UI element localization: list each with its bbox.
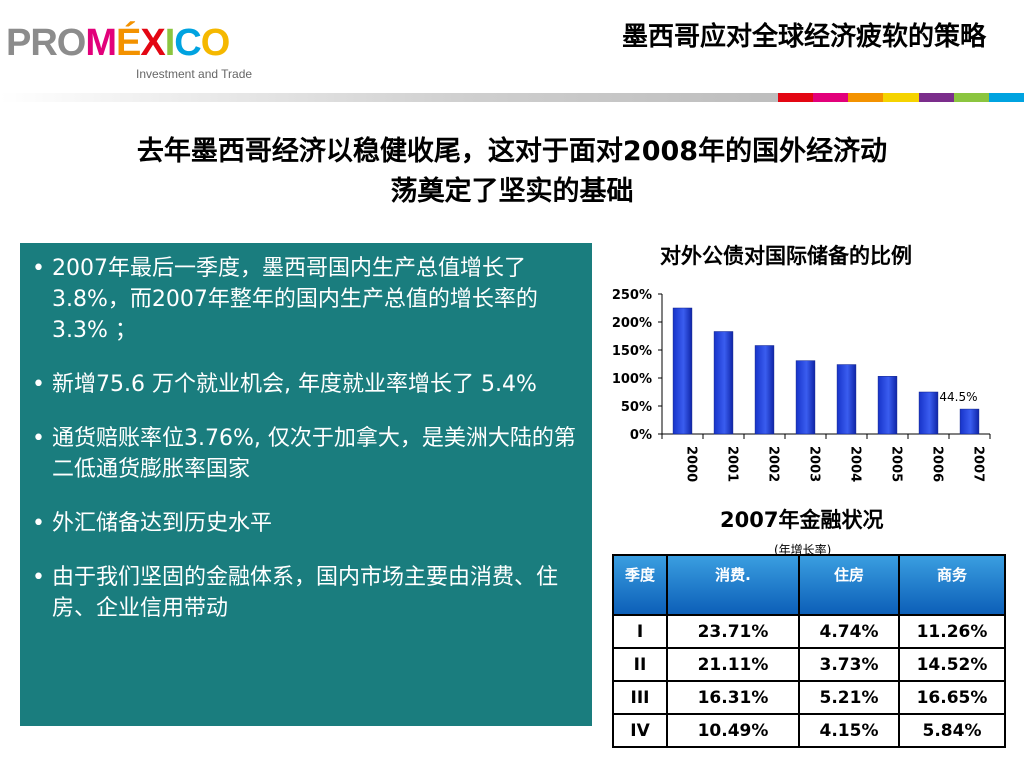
- chart-x-tick-label: 2007: [971, 446, 986, 482]
- table-cell: I: [612, 614, 668, 649]
- table-header-cell: 季度: [612, 554, 668, 616]
- table-cell: 11.26%: [898, 614, 1006, 649]
- table-cell: 10.49%: [666, 713, 800, 748]
- main-heading-line-2: 荡奠定了坚实的基础: [390, 176, 634, 207]
- chart-y-tick-label: 200%: [612, 316, 652, 331]
- key-point-item: • 外汇储备达到历史水平: [32, 508, 582, 539]
- chart-data-label: 44.5%: [939, 390, 977, 404]
- table-header-cell: 消费.: [666, 554, 800, 616]
- main-heading-line-1: 去年墨西哥经济以稳健收尾，这对于面对2008年的国外经济动: [136, 136, 888, 167]
- key-point-item: • 新增75.6 万个就业机会, 年度就业率增长了 5.4%: [32, 369, 582, 400]
- table-row: I 23.71% 4.74% 11.26%: [612, 614, 1006, 649]
- table-cell: IV: [612, 713, 668, 748]
- chart-y-tick-label: 0%: [630, 428, 652, 443]
- table-cell: 5.21%: [798, 680, 900, 715]
- logo-tagline: Investment and Trade: [136, 67, 253, 81]
- band-gradient: [0, 93, 778, 102]
- financial-status-table: 季度 消费. 住房 商务 I 23.71% 4.74% 11.26% II 21…: [612, 554, 1006, 748]
- key-points-list: • 2007年最后一季度，墨西哥国内生产总值增长了3.8%，而2007年整年的国内…: [32, 253, 582, 624]
- table-row: II 21.11% 3.73% 14.52%: [612, 647, 1006, 682]
- table-row: III 16.31% 5.21% 16.65%: [612, 680, 1006, 715]
- table-cell: 16.31%: [666, 680, 800, 715]
- key-points-panel: • 2007年最后一季度，墨西哥国内生产总值增长了3.8%，而2007年整年的国内…: [20, 243, 592, 726]
- table-header-row: 季度 消费. 住房 商务: [612, 554, 1006, 616]
- bullet-icon: •: [32, 511, 45, 536]
- chart-y-tick-label: 50%: [621, 400, 652, 415]
- key-point-item: • 2007年最后一季度，墨西哥国内生产总值增长了3.8%，而2007年整年的国内…: [32, 253, 582, 346]
- band-color-segment: [813, 93, 849, 102]
- table-cell: 4.74%: [798, 614, 900, 649]
- table-header-cell: 商务: [898, 554, 1006, 616]
- table-cell: III: [612, 680, 668, 715]
- band-color-segment: [883, 93, 919, 102]
- band-color-segment: [778, 93, 814, 102]
- table-row: IV 10.49% 4.15% 5.84%: [612, 713, 1006, 748]
- table-cell: 16.65%: [898, 680, 1006, 715]
- chart-y-tick-label: 150%: [612, 344, 652, 359]
- key-point-text: 外汇储备达到历史水平: [52, 511, 273, 536]
- chart-bar: [959, 408, 980, 435]
- chart-bar: [713, 331, 734, 435]
- chart-x-tick-label: 2003: [807, 446, 822, 482]
- chart-y-tick-label: 100%: [612, 372, 652, 387]
- logo-wordmark: PROMÉXICO: [6, 22, 230, 64]
- bullet-icon: •: [32, 372, 45, 397]
- band-color-segment: [918, 93, 954, 102]
- band-color-segment: [953, 93, 989, 102]
- band-color-segment: [988, 93, 1024, 102]
- bullet-icon: •: [32, 565, 45, 590]
- chart-x-tick-label: 2004: [848, 446, 863, 482]
- band-color-segment: [848, 93, 884, 102]
- chart-title: 对外公债对国际储备的比例: [660, 244, 912, 268]
- chart-bar: [918, 391, 939, 435]
- chart-bar: [877, 376, 898, 435]
- table-cell: 23.71%: [666, 614, 800, 649]
- chart-bar: [672, 307, 693, 435]
- table-subtitle: (年增长率): [774, 543, 832, 557]
- key-point-item: • 由于我们坚固的金融体系，国内市场主要由消费、住房、企业信用带动: [32, 562, 582, 624]
- table-cell: 21.11%: [666, 647, 800, 682]
- table-title: 2007年金融状况: [720, 508, 884, 532]
- slide-header-title: 墨西哥应对全球经济疲软的策略: [621, 22, 986, 52]
- key-point-text: 由于我们坚固的金融体系，国内市场主要由消费、住房、企业信用带动: [52, 565, 559, 621]
- bullet-icon: •: [32, 256, 45, 281]
- table-cell: 4.15%: [798, 713, 900, 748]
- table-cell: 3.73%: [798, 647, 900, 682]
- chart-x-tick-label: 2000: [684, 446, 699, 482]
- header-color-band: [0, 93, 1024, 102]
- table-cell: II: [612, 647, 668, 682]
- chart-x-tick-label: 2001: [725, 446, 740, 482]
- table-cell: 14.52%: [898, 647, 1006, 682]
- chart-y-tick-label: 250%: [612, 288, 652, 303]
- key-point-text: 通货赔账率位3.76%, 仅次于加拿大，是美洲大陆的第二低通货膨胀率国家: [52, 426, 576, 482]
- chart-bar: [795, 360, 816, 435]
- debt-reserve-ratio-chart: 0% 50% 100% 150% 200% 250% 2000 2001 2002 2003 200…: [612, 288, 991, 482]
- chart-x-tick-label: 2006: [930, 446, 945, 482]
- bullet-icon: •: [32, 426, 45, 451]
- chart-x-tick-label: 2005: [889, 446, 904, 482]
- key-point-text: 新增75.6 万个就业机会, 年度就业率增长了 5.4%: [52, 372, 537, 397]
- table-header-cell: 住房: [798, 554, 900, 616]
- key-point-text: 2007年最后一季度，墨西哥国内生产总值增长了3.8%，而2007年整年的国内生…: [52, 256, 538, 343]
- chart-bar: [754, 345, 775, 435]
- slide-main-heading: 去年墨西哥经济以稳健收尾，这对于面对2008年的国外经济动 荡奠定了坚实的基础: [24, 132, 1000, 212]
- chart-bar: [836, 364, 857, 435]
- key-point-item: • 通货赔账率位3.76%, 仅次于加拿大，是美洲大陆的第二低通货膨胀率国家: [32, 423, 582, 485]
- chart-x-tick-label: 2002: [766, 446, 781, 482]
- table-cell: 5.84%: [898, 713, 1006, 748]
- promexico-logo: PROMÉXICO Investment and Trade: [6, 10, 276, 82]
